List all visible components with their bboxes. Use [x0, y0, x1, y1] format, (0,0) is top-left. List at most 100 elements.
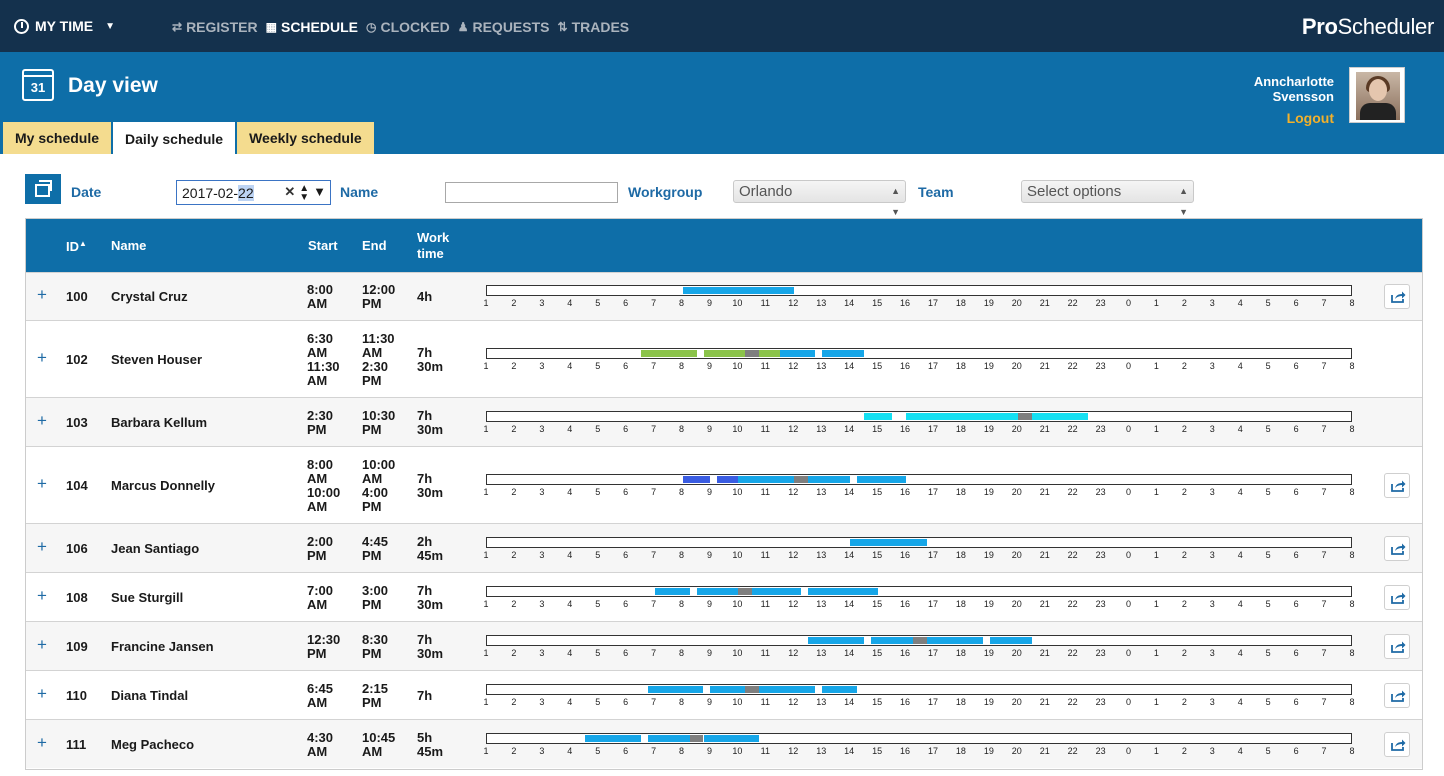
- expand-row-icon[interactable]: +: [37, 585, 47, 605]
- workgroup-select[interactable]: Orlando ▲ ▼: [733, 180, 906, 217]
- column-header-id[interactable]: ID▲: [66, 239, 87, 254]
- break-segment[interactable]: [745, 349, 760, 357]
- shift-segment[interactable]: [822, 685, 858, 693]
- share-schedule-button[interactable]: [1384, 731, 1410, 757]
- expand-row-icon[interactable]: +: [37, 347, 47, 367]
- hour-tick-label: 13: [816, 298, 827, 308]
- shift-segment[interactable]: [696, 587, 739, 595]
- tab-daily-schedule[interactable]: Daily schedule: [113, 122, 236, 155]
- break-segment[interactable]: [913, 636, 927, 644]
- shift-segment[interactable]: [759, 349, 781, 357]
- hour-tick-label: 18: [955, 696, 966, 707]
- nav-trades[interactable]: ⇅ TRADES: [558, 19, 630, 35]
- shift-segment[interactable]: [759, 685, 816, 693]
- shift-segment[interactable]: [906, 412, 1018, 420]
- work-time: 7h 30m: [417, 471, 443, 500]
- column-header-work-time[interactable]: Work time: [417, 230, 449, 262]
- share-schedule-button[interactable]: [1384, 682, 1410, 708]
- column-header-end[interactable]: End: [362, 238, 387, 253]
- team-select[interactable]: Select options ▲ ▼: [1021, 180, 1194, 217]
- avatar[interactable]: [1349, 67, 1405, 123]
- share-schedule-button[interactable]: [1384, 633, 1410, 659]
- shift-segment[interactable]: [640, 349, 697, 357]
- employee-name[interactable]: Sue Sturgill: [111, 589, 184, 605]
- nav-schedule[interactable]: ▦ SCHEDULE: [266, 19, 358, 35]
- my-time-menu[interactable]: MY TIME ▼: [14, 18, 115, 34]
- employee-name[interactable]: Jean Santiago: [111, 540, 200, 556]
- hour-tick-label: 13: [816, 696, 827, 707]
- shift-segment[interactable]: [864, 412, 893, 420]
- date-input[interactable]: 2017-02- 22 ✕ ▲ ▼ ▼: [176, 180, 331, 205]
- break-segment[interactable]: [689, 734, 704, 742]
- shift-segment[interactable]: [1031, 412, 1088, 420]
- shift-segment[interactable]: [808, 636, 865, 644]
- shift-segment[interactable]: [871, 636, 913, 644]
- shift-segment[interactable]: [717, 475, 739, 483]
- shift-segment[interactable]: [703, 349, 746, 357]
- employee-name[interactable]: Francine Jansen: [111, 638, 214, 654]
- name-input[interactable]: [445, 182, 618, 203]
- expand-row-icon[interactable]: +: [37, 732, 47, 752]
- expand-row-icon[interactable]: +: [37, 410, 47, 430]
- shift-segment[interactable]: [710, 685, 746, 693]
- employee-name[interactable]: Steven Houser: [111, 351, 203, 367]
- nav-requests[interactable]: ♟ REQUESTS: [458, 19, 550, 35]
- shift-segment[interactable]: [703, 734, 760, 742]
- share-icon: [1391, 641, 1406, 653]
- expand-row-icon[interactable]: +: [37, 683, 47, 703]
- shift-segment[interactable]: [647, 734, 690, 742]
- column-header-work-time-line1: Work: [417, 230, 450, 245]
- hour-tick-label: 6: [623, 423, 629, 434]
- shift-segment[interactable]: [682, 475, 711, 483]
- end-time-line: PM: [362, 645, 382, 661]
- shift-segment[interactable]: [738, 475, 795, 483]
- employee-name[interactable]: Crystal Cruz: [111, 289, 188, 304]
- hour-tick-label: 7: [651, 298, 657, 308]
- shift-segment[interactable]: [808, 475, 851, 483]
- shift-segment[interactable]: [682, 287, 795, 294]
- share-schedule-button[interactable]: [1384, 472, 1410, 498]
- share-schedule-button[interactable]: [1384, 535, 1410, 561]
- date-dropdown-icon[interactable]: ▼: [313, 184, 326, 199]
- toggle-filters-button[interactable]: [25, 174, 61, 204]
- shift-segment[interactable]: [989, 636, 1032, 644]
- shift-segment[interactable]: [850, 538, 927, 546]
- shift-segment[interactable]: [822, 349, 865, 357]
- spin-icon[interactable]: ▲ ▼: [299, 183, 310, 203]
- employee-name[interactable]: Diana Tindal: [111, 687, 189, 703]
- logout-link[interactable]: Logout: [1286, 110, 1334, 126]
- end-time-line: 8:30: [362, 631, 389, 647]
- tab-my-schedule[interactable]: My schedule: [3, 122, 112, 154]
- expand-row-icon[interactable]: +: [37, 285, 47, 304]
- break-segment[interactable]: [794, 475, 809, 483]
- nav-clocked[interactable]: ◷ CLOCKED: [366, 19, 450, 35]
- hour-tick-label: 19: [983, 298, 994, 308]
- column-header-start[interactable]: Start: [308, 238, 338, 253]
- shift-segment[interactable]: [857, 475, 907, 483]
- nav-register[interactable]: ⇄ REGISTER: [172, 19, 258, 35]
- share-schedule-button[interactable]: [1384, 584, 1410, 610]
- shift-segment[interactable]: [584, 734, 641, 742]
- share-schedule-button[interactable]: [1384, 284, 1410, 309]
- expand-row-icon[interactable]: +: [37, 473, 47, 493]
- break-segment[interactable]: [738, 587, 753, 595]
- end-time: 10:45 AM: [362, 730, 395, 759]
- clear-date-icon[interactable]: ✕: [284, 184, 296, 199]
- shift-segment[interactable]: [647, 685, 704, 693]
- employee-name[interactable]: Barbara Kellum: [111, 414, 208, 430]
- break-segment[interactable]: [745, 685, 760, 693]
- column-header-name[interactable]: Name: [111, 238, 147, 253]
- tab-weekly-schedule[interactable]: Weekly schedule: [237, 122, 374, 154]
- expand-row-icon[interactable]: +: [37, 536, 47, 556]
- shift-segment[interactable]: [926, 636, 983, 644]
- expand-row-icon[interactable]: +: [37, 634, 47, 654]
- shift-segment[interactable]: [654, 587, 690, 595]
- hour-tick-label: 9: [706, 360, 712, 371]
- hour-tick-label: 2: [511, 549, 517, 560]
- break-segment[interactable]: [1017, 412, 1032, 420]
- employee-name[interactable]: Marcus Donnelly: [111, 477, 216, 493]
- shift-segment[interactable]: [808, 587, 879, 595]
- employee-name[interactable]: Meg Pacheco: [111, 736, 195, 752]
- shift-segment[interactable]: [752, 587, 802, 595]
- shift-segment[interactable]: [780, 349, 816, 357]
